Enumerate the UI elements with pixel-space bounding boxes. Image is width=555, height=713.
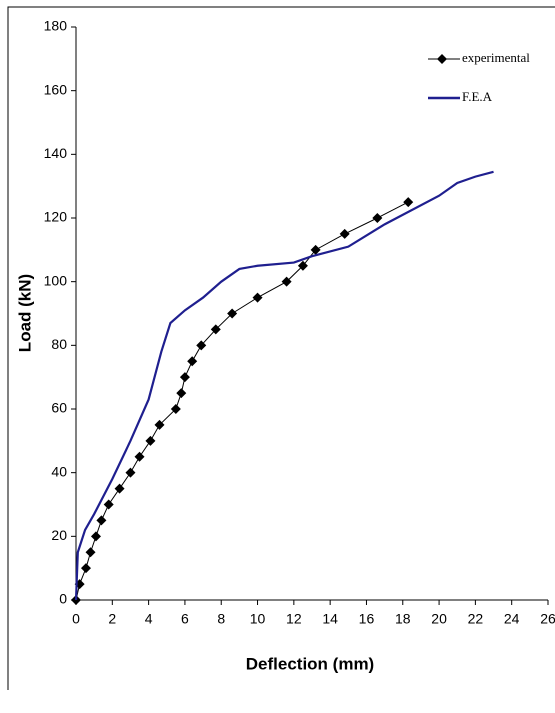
data-point — [403, 197, 414, 208]
data-point — [196, 340, 207, 351]
legend-label: F.E.A — [462, 89, 493, 104]
y-tick-label: 160 — [44, 81, 68, 97]
y-tick-label: 100 — [44, 272, 68, 288]
x-tick-label: 2 — [108, 611, 116, 627]
data-point — [281, 276, 292, 287]
y-tick-label: 20 — [51, 527, 67, 543]
x-tick-label: 0 — [72, 611, 80, 627]
data-point — [176, 388, 187, 399]
data-point — [114, 483, 125, 494]
x-tick-label: 26 — [540, 611, 555, 627]
x-axis-title: Deflection (mm) — [246, 654, 374, 673]
data-point — [125, 467, 136, 478]
series-line — [75, 201, 409, 601]
x-tick-label: 8 — [217, 611, 225, 627]
y-tick-label: 140 — [44, 145, 68, 161]
x-tick-label: 12 — [286, 611, 302, 627]
x-tick-label: 18 — [395, 611, 411, 627]
x-tick-label: 10 — [250, 611, 266, 627]
x-tick-label: 14 — [322, 611, 338, 627]
data-point — [103, 499, 114, 510]
data-point — [297, 260, 308, 271]
frame — [7, 6, 555, 690]
x-tick-label: 4 — [145, 611, 153, 627]
y-tick-label: 120 — [44, 209, 68, 225]
series-line — [74, 170, 494, 601]
data-point — [227, 308, 238, 319]
data-point — [170, 404, 181, 414]
legend-label: experimental — [462, 50, 530, 65]
data-point — [145, 435, 156, 446]
x-tick-label: 16 — [359, 611, 375, 627]
data-point — [85, 547, 96, 558]
data-point — [339, 228, 350, 239]
y-tick-label: 80 — [51, 336, 67, 352]
y-axis-title: Load (kN) — [15, 274, 34, 352]
y-tick-label: 40 — [51, 463, 67, 479]
data-point — [252, 292, 263, 303]
x-tick-label: 6 — [181, 611, 189, 627]
data-point — [310, 244, 321, 255]
data-point — [187, 356, 198, 367]
legend-marker — [437, 54, 447, 64]
x-tick-label: 22 — [468, 611, 484, 627]
y-tick-label: 180 — [44, 18, 68, 34]
x-tick-label: 20 — [431, 611, 447, 627]
y-tick-label: 60 — [51, 400, 67, 416]
data-point — [372, 213, 383, 223]
data-point — [80, 563, 91, 574]
data-point — [179, 372, 190, 383]
data-point — [210, 324, 221, 335]
y-tick-label: 0 — [59, 591, 67, 607]
data-point — [134, 451, 145, 462]
x-tick-label: 24 — [504, 611, 520, 627]
data-point — [96, 515, 107, 526]
data-point — [154, 419, 165, 430]
data-point — [90, 531, 101, 542]
